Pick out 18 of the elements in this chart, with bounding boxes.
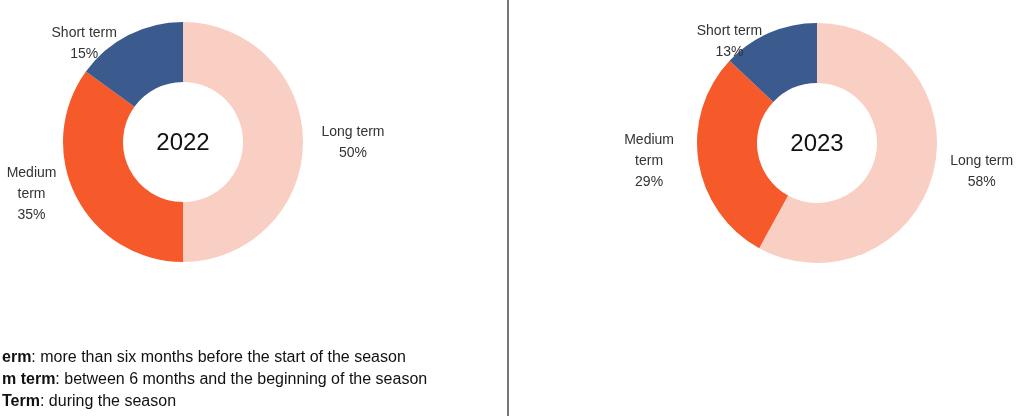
slice-label: Long term xyxy=(321,123,385,140)
text: 2023 xyxy=(790,129,844,157)
data-label: 58% xyxy=(967,173,996,190)
text: Term: during the season xyxy=(2,392,177,409)
donut-slice xyxy=(697,60,789,249)
data-label: 15% xyxy=(70,44,99,61)
data-label: 35% xyxy=(17,205,46,222)
slice-label: Medium term xyxy=(624,131,674,169)
slice-label: Short term xyxy=(51,23,117,40)
text: m term: between 6 months and the beginning of the season xyxy=(2,370,428,387)
data-label: 13% xyxy=(715,42,744,59)
text: erm: more than six months before the start of the season xyxy=(2,348,406,365)
data-label: 50% xyxy=(338,144,368,161)
slice-label: Long term xyxy=(950,152,1014,169)
slice-label: Short term xyxy=(696,21,763,38)
text: 2022 xyxy=(156,128,210,156)
slice-label: Medium term xyxy=(6,163,57,201)
data-label: 29% xyxy=(635,173,664,190)
